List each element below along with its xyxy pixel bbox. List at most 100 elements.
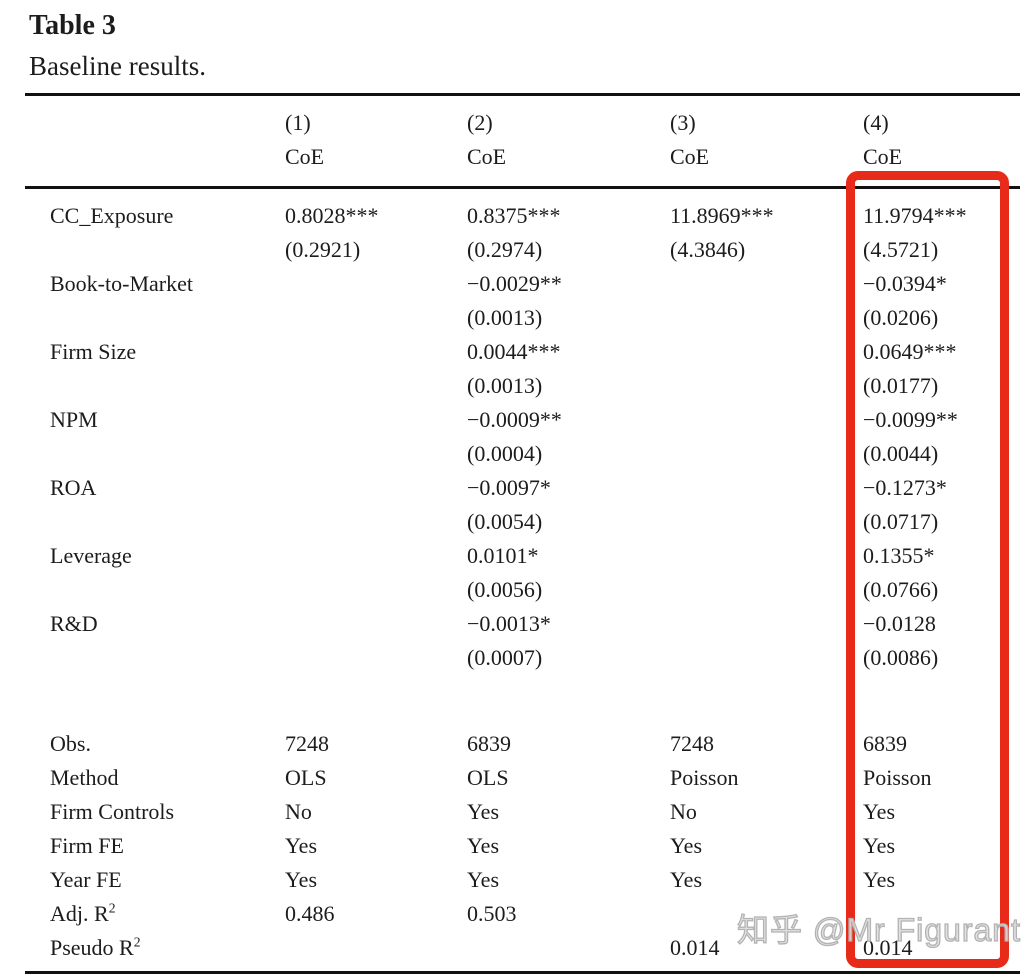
row-label: Book-to-Market (50, 271, 193, 296)
stats-row: Obs. 7248 6839 7248 6839 (25, 727, 1020, 761)
cell: 6839 (863, 731, 907, 756)
header-dep-vars: CoE CoE CoE CoE (25, 140, 1020, 174)
cell: −0.0394* (863, 271, 947, 296)
cell: Yes (285, 867, 318, 892)
row-label: R&D (50, 611, 98, 636)
cell: 11.9794*** (863, 203, 967, 228)
header-model-numbers: (1) (2) (3) (4) (25, 106, 1020, 140)
table-header: (1) (2) (3) (4) CoE CoE CoE CoE (25, 96, 1020, 186)
row-label: Leverage (50, 543, 132, 568)
cell: 11.8969*** (670, 203, 774, 228)
cell: (0.0766) (863, 577, 939, 602)
row-label: Obs. (50, 731, 91, 756)
cell: 0.8028*** (285, 203, 379, 228)
coefficient-row: (0.0054) (0.0717) (25, 505, 1020, 539)
cell: (0.0177) (863, 373, 939, 398)
model-number: (3) (670, 110, 696, 135)
stats-row: Adj. R2 0.486 0.503 (25, 897, 1020, 931)
row-label: Firm Controls (50, 799, 175, 824)
coefficient-row: Book-to-Market −0.0029** −0.0394* (25, 267, 1020, 301)
cell: No (285, 799, 312, 824)
cell: 7248 (285, 731, 329, 756)
stats-row: Firm FE Yes Yes Yes Yes (25, 829, 1020, 863)
cell: (0.0013) (467, 305, 543, 330)
cell: −0.0099** (863, 407, 958, 432)
cell: Yes (467, 867, 500, 892)
cell: 0.0101* (467, 543, 539, 568)
superscript: 2 (133, 934, 141, 950)
results-table: (1) (2) (3) (4) CoE CoE CoE CoE CC_Exposure 0.8… (25, 93, 1020, 974)
cell: Poisson (863, 765, 932, 790)
stats-rows: Obs. 7248 6839 7248 6839 Method OLS OLS Poisson P… (25, 727, 1020, 971)
cell: (0.0007) (467, 645, 543, 670)
header-rule (25, 186, 1020, 189)
coefficient-row: CC_Exposure 0.8028*** 0.8375*** 11.8969*** 1… (25, 199, 1020, 233)
cell: −0.0029** (467, 271, 562, 296)
cell: (0.0004) (467, 441, 543, 466)
cell: (0.0013) (467, 373, 543, 398)
cell: −0.0128 (863, 611, 936, 636)
cell: Yes (863, 799, 896, 824)
cell: Yes (285, 833, 318, 858)
row-label: NPM (50, 407, 98, 432)
dep-var-label: CoE (467, 144, 507, 169)
table-subtitle: Baseline results. (29, 51, 206, 81)
cell: OLS (285, 765, 327, 790)
cell: No (670, 799, 697, 824)
cell: (0.2974) (467, 237, 543, 262)
cell: 7248 (670, 731, 714, 756)
row-label: Method (50, 765, 119, 790)
cell: 0.0649*** (863, 339, 957, 364)
cell: 0.503 (467, 901, 517, 926)
cell: Yes (467, 799, 500, 824)
top-rule (25, 93, 1020, 96)
coefficient-row: (0.0007) (0.0086) (25, 641, 1020, 675)
row-label: Firm Size (50, 339, 137, 364)
row-label: Adj. R2 (50, 900, 116, 926)
coefficient-row: (0.2921) (0.2974) (4.3846) (4.5721) (25, 233, 1020, 267)
cell: (0.0717) (863, 509, 939, 534)
cell: (0.0206) (863, 305, 939, 330)
cell: Yes (670, 867, 703, 892)
table-caption: Table 3 Baseline results. (29, 8, 206, 84)
cell: 0.8375*** (467, 203, 561, 228)
cell: (0.0044) (863, 441, 939, 466)
model-number: (1) (285, 110, 311, 135)
coefficient-rows: CC_Exposure 0.8028*** 0.8375*** 11.8969*** 1… (25, 189, 1020, 675)
row-label: Pseudo R2 (50, 934, 141, 960)
row-label: Year FE (50, 867, 122, 892)
cell: OLS (467, 765, 509, 790)
dep-var-label: CoE (863, 144, 903, 169)
coefficient-row: Leverage 0.0101* 0.1355* (25, 539, 1020, 573)
cell: (0.0086) (863, 645, 939, 670)
cell: Yes (863, 833, 896, 858)
cell: −0.1273* (863, 475, 947, 500)
coefficient-row: R&D −0.0013* −0.0128 (25, 607, 1020, 641)
cell: Yes (467, 833, 500, 858)
cell: −0.0013* (467, 611, 551, 636)
coefficient-row: Firm Size 0.0044*** 0.0649*** (25, 335, 1020, 369)
watermark: 知乎 @Mr Figurant (736, 911, 1021, 948)
cell: 0.1355* (863, 543, 935, 568)
stats-row: Pseudo R2 0.014 0.014 (25, 931, 1020, 965)
dep-var-label: CoE (285, 144, 325, 169)
model-number: (2) (467, 110, 493, 135)
cell: 6839 (467, 731, 511, 756)
row-label: ROA (50, 475, 97, 500)
cell: Yes (863, 867, 896, 892)
coefficient-row: (0.0013) (0.0206) (25, 301, 1020, 335)
cell: (0.0054) (467, 509, 543, 534)
dep-var-label: CoE (670, 144, 710, 169)
cell: 0.486 (285, 901, 335, 926)
superscript: 2 (108, 900, 116, 916)
row-label: Firm FE (50, 833, 124, 858)
coefficient-row: (0.0056) (0.0766) (25, 573, 1020, 607)
cell: 0.0044*** (467, 339, 561, 364)
cell: (0.0056) (467, 577, 543, 602)
row-label: CC_Exposure (50, 203, 174, 228)
cell: 0.014 (863, 935, 913, 960)
coefficient-row: NPM −0.0009** −0.0099** (25, 403, 1020, 437)
stats-row: Year FE Yes Yes Yes Yes (25, 863, 1020, 897)
cell: Yes (670, 833, 703, 858)
coefficient-row: ROA −0.0097* −0.1273* (25, 471, 1020, 505)
